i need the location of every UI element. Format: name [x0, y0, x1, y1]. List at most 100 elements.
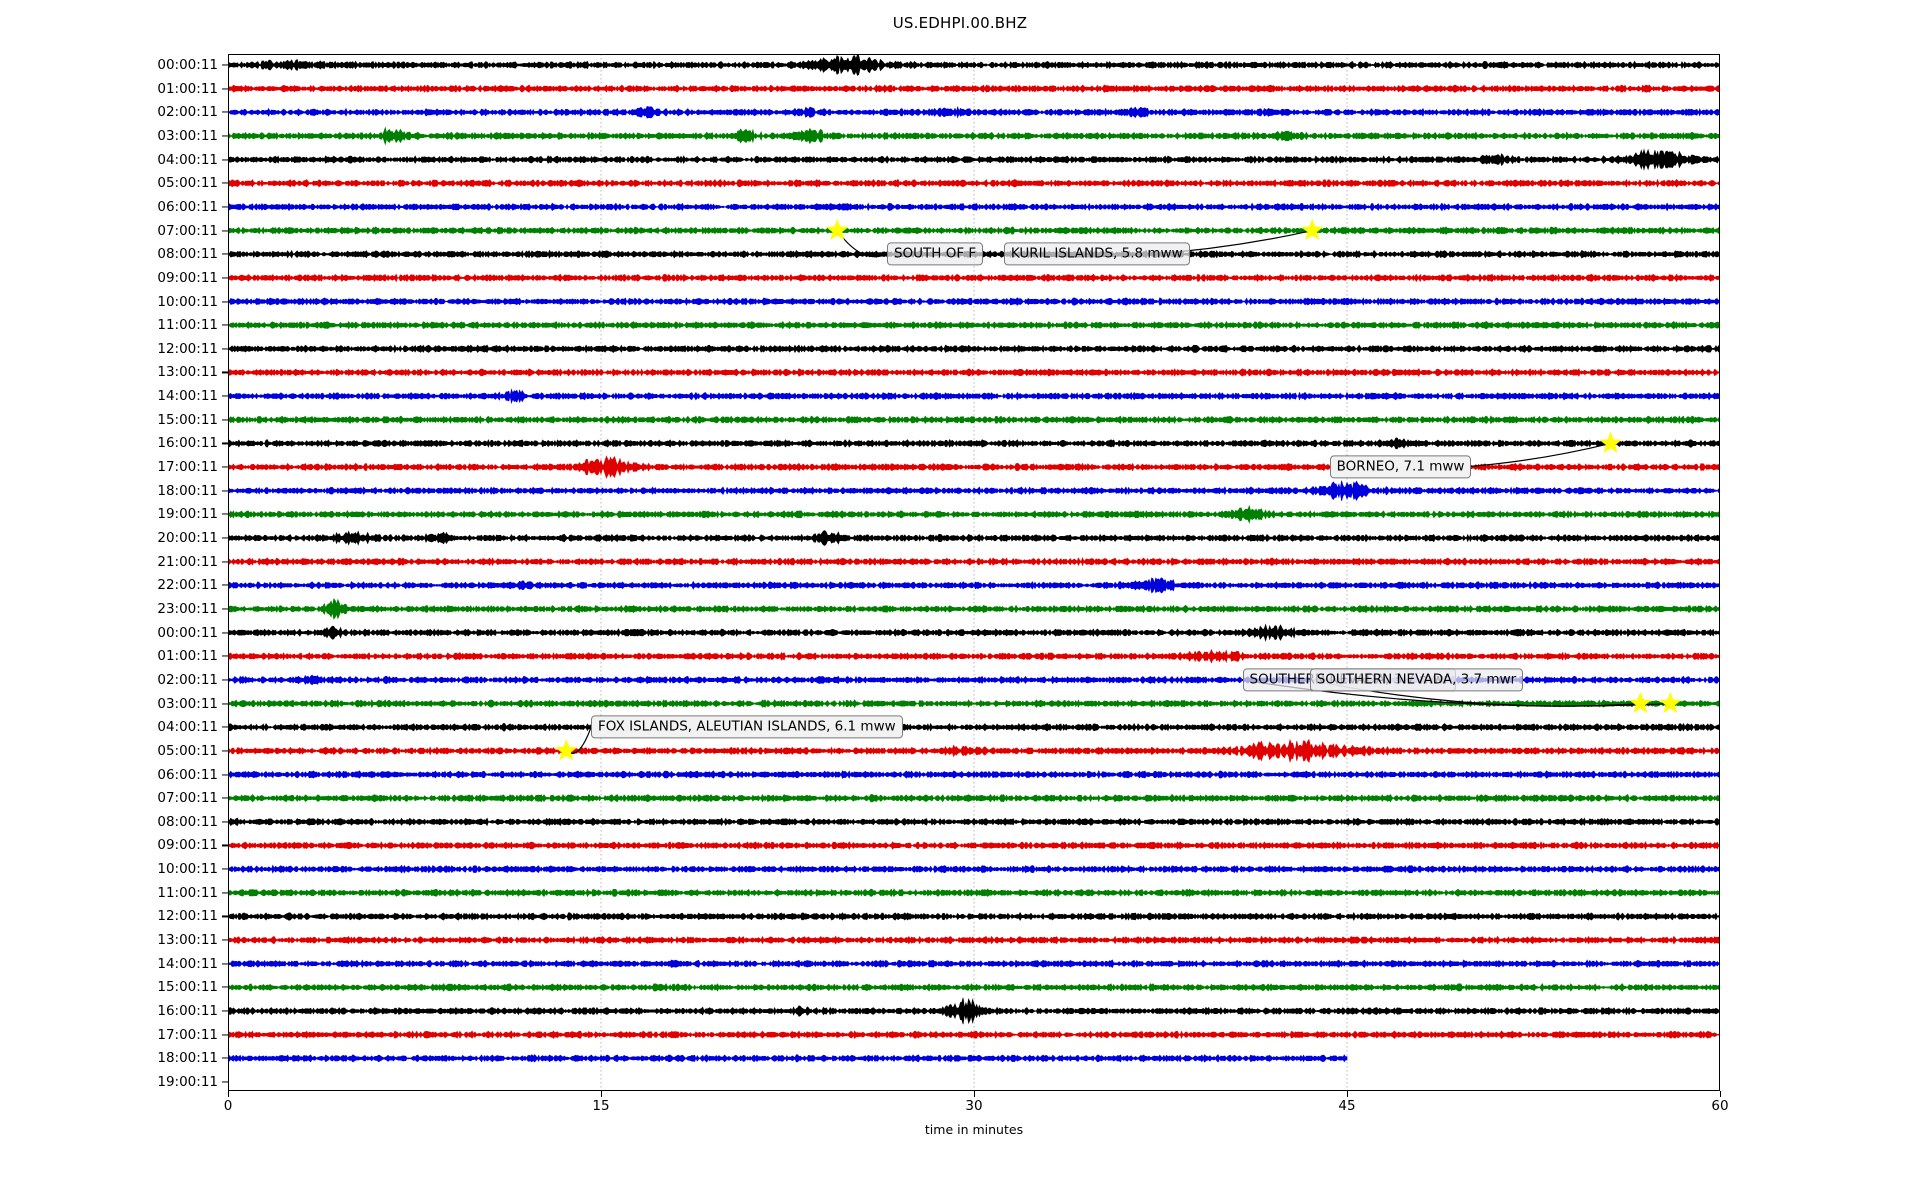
y-axis-tick-label: 09:00:11 [157, 837, 218, 854]
y-axis-tick [222, 844, 228, 847]
y-axis-tick-label: 11:00:11 [157, 884, 218, 901]
seismic-trace [228, 598, 1720, 620]
seismic-trace [228, 297, 1720, 306]
seismic-trace [228, 997, 1720, 1025]
event-star-marker[interactable] [1629, 691, 1652, 714]
y-axis-tick-label: 17:00:11 [157, 1026, 218, 1043]
y-axis-tick [222, 773, 228, 776]
y-axis-tick-label: 01:00:11 [157, 648, 218, 665]
y-axis-tick [222, 939, 228, 941]
event-star-marker[interactable] [1599, 431, 1622, 454]
y-axis-tick-label: 11:00:11 [157, 317, 218, 334]
y-axis-tick [222, 1034, 228, 1036]
y-axis-tick-label: 04:00:11 [157, 151, 218, 168]
y-axis-tick-label: 19:00:11 [157, 506, 218, 523]
y-axis-tick-label: 06:00:11 [157, 766, 218, 783]
y-axis-tick-label: 12:00:11 [157, 340, 218, 357]
seismic-trace [228, 841, 1720, 850]
event-star-marker[interactable] [554, 739, 578, 761]
y-axis-tick-label: 22:00:11 [157, 577, 218, 594]
seismic-trace [228, 817, 1720, 827]
y-axis-tick-label: 13:00:11 [157, 364, 218, 381]
seismic-trace [228, 674, 1720, 686]
plot-area: SOUTH OF F KURIL ISLANDS, 5.8 mww BORNEO, … [228, 54, 1720, 1091]
y-axis-tick [222, 182, 228, 184]
seismic-trace [228, 530, 1720, 546]
y-axis-tick [222, 1081, 228, 1083]
y-axis-tick [222, 679, 228, 681]
y-axis-tick [222, 253, 228, 255]
y-axis-tick-label: 14:00:11 [157, 955, 218, 972]
y-axis-tick [222, 490, 228, 492]
event-star-marker[interactable] [1658, 691, 1682, 714]
seismic-trace [228, 623, 1720, 642]
y-axis-tick [222, 537, 228, 539]
y-axis-tick [222, 466, 228, 468]
event-label[interactable]: FOX ISLANDS, ALEUTIAN ISLANDS, 6.1 mww [591, 715, 903, 739]
event-label[interactable]: SOUTH OF F [886, 242, 984, 266]
seismic-trace [228, 178, 1720, 188]
seismic-trace [228, 126, 1720, 146]
y-axis-tick-label: 02:00:11 [157, 104, 218, 121]
y-axis-tick [222, 632, 228, 634]
seismic-trace [228, 557, 1720, 567]
y-axis-tick [222, 561, 228, 563]
y-axis-tick [222, 821, 228, 823]
y-axis-tick [222, 159, 228, 161]
seismic-trace [228, 982, 1720, 992]
y-axis-tick [222, 88, 228, 90]
seismic-trace [228, 455, 1720, 479]
seismic-trace [228, 480, 1720, 501]
x-axis-tick-label: 15 [592, 1098, 610, 1114]
event-star-marker[interactable] [1300, 218, 1324, 241]
x-axis-tick-labels: 0 15 30 45 60 [224, 1098, 1729, 1118]
event-label[interactable]: SOUTHERN NEVADA, 3.7 mwr [1309, 668, 1524, 692]
y-axis-ticks [222, 54, 228, 1091]
y-axis-tick-label: 05:00:11 [157, 742, 218, 759]
seismic-trace [228, 888, 1720, 898]
y-axis-tick [222, 915, 228, 917]
x-axis-ticks [227, 1091, 1721, 1098]
y-axis-tick [222, 64, 228, 66]
y-axis-tick [222, 300, 228, 303]
y-axis-tick-label: 19:00:11 [157, 1074, 218, 1090]
y-axis-tick [222, 892, 228, 894]
seismic-trace [228, 273, 1720, 283]
x-axis-tick-label: 30 [965, 1098, 983, 1114]
y-axis-tick-label: 01:00:11 [157, 80, 218, 97]
seismic-trace [228, 648, 1720, 664]
seismic-trace [228, 84, 1720, 93]
y-axis-tick-label: 17:00:11 [157, 459, 218, 476]
event-star-marker[interactable] [825, 218, 849, 241]
y-axis-tick-label: 08:00:11 [157, 813, 218, 830]
seismic-trace [228, 388, 1720, 405]
x-axis-tick-label: 60 [1711, 1098, 1729, 1114]
x-axis-tick [600, 1091, 602, 1097]
y-axis-tick-label: 20:00:11 [157, 530, 218, 547]
y-axis-tick-label: 05:00:11 [157, 175, 218, 192]
seismic-trace [228, 1054, 1348, 1063]
y-axis-tick [222, 703, 228, 705]
y-axis-tick [222, 868, 228, 870]
event-label[interactable]: KURIL ISLANDS, 5.8 mww [1003, 242, 1190, 266]
y-axis-tick [222, 135, 228, 137]
event-label[interactable]: BORNEO, 7.1 mww [1329, 455, 1472, 479]
y-axis-tick-label: 10:00:11 [157, 293, 218, 310]
y-axis-tick-label: 21:00:11 [157, 553, 218, 570]
y-axis-tick-label: 00:00:11 [157, 57, 218, 73]
x-axis-tick-label: 0 [223, 1098, 233, 1114]
seismic-trace [228, 148, 1720, 171]
y-axis-tick [222, 277, 228, 279]
y-axis-tick [222, 986, 228, 988]
seismic-trace [228, 54, 1720, 76]
y-axis-tick [222, 111, 228, 113]
y-axis-tick-label: 08:00:11 [157, 246, 218, 263]
seismic-trace [228, 864, 1720, 874]
seismic-trace [228, 699, 1720, 708]
y-axis-tick-labels: 00:00:11 01:00:11 02:00:11 03:00:11 04:00:11… [150, 54, 218, 1091]
y-axis-tick-label: 04:00:11 [157, 719, 218, 736]
y-axis-tick [222, 230, 228, 232]
y-axis-tick [222, 655, 228, 657]
seismic-trace [228, 1030, 1720, 1039]
